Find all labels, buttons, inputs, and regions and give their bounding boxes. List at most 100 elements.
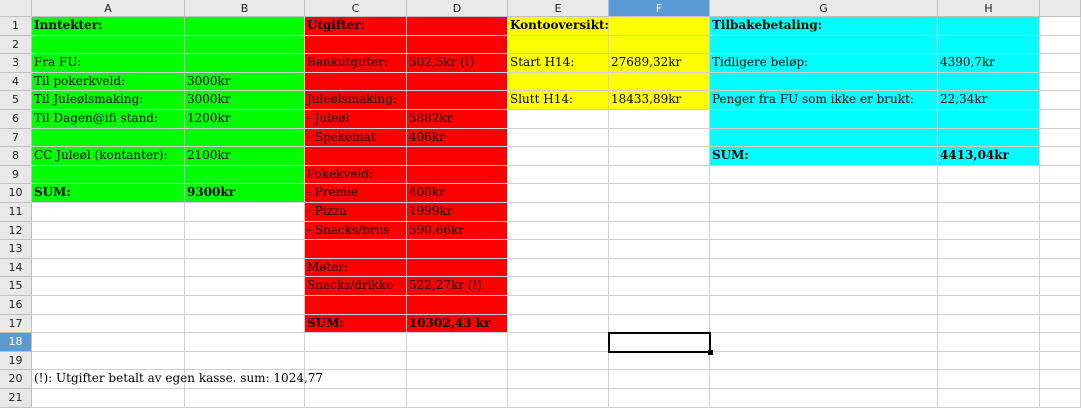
row-header-16[interactable]: 16 xyxy=(0,296,32,315)
cell-g8[interactable]: SUM: xyxy=(710,147,938,166)
cell-stub-1[interactable] xyxy=(1040,17,1081,36)
cell-c21[interactable] xyxy=(305,389,407,408)
cell-a17[interactable] xyxy=(32,314,185,334)
cell-b12[interactable] xyxy=(185,221,305,241)
cell-stub-14[interactable] xyxy=(1040,258,1081,278)
cell-g18[interactable] xyxy=(710,333,938,352)
cell-e6[interactable] xyxy=(508,110,609,129)
cell-b16[interactable] xyxy=(185,296,305,315)
cell-b4[interactable]: 3000kr xyxy=(185,72,305,92)
cell-b13[interactable] xyxy=(185,240,305,259)
cell-a20[interactable]: (!): Utgifter betalt av egen kasse. sum:… xyxy=(32,370,323,389)
column-header-f[interactable]: F xyxy=(609,0,710,17)
cell-a9[interactable] xyxy=(32,165,185,185)
cell-a15[interactable] xyxy=(32,277,185,296)
cell-g2[interactable] xyxy=(710,35,938,55)
row-header-19[interactable]: 19 xyxy=(0,351,32,371)
column-header-h[interactable]: H xyxy=(938,0,1040,17)
cell-c9[interactable]: Pokekveld: xyxy=(305,165,407,185)
cell-d6[interactable]: 5882kr xyxy=(407,110,508,129)
cell-stub-10[interactable] xyxy=(1040,184,1081,203)
row-header-13[interactable]: 13 xyxy=(0,240,32,259)
column-header-b[interactable]: B xyxy=(185,0,305,17)
cell-d11[interactable]: 1999kr xyxy=(407,203,508,222)
cell-h4[interactable] xyxy=(938,72,1040,92)
cell-g5[interactable]: Penger fra FU som ikke er brukt: xyxy=(710,91,938,110)
cell-f13[interactable] xyxy=(609,240,710,259)
cell-f5[interactable]: 18433,89kr xyxy=(609,91,710,110)
cell-c20[interactable] xyxy=(305,370,407,389)
fill-handle[interactable] xyxy=(708,349,713,355)
cell-e12[interactable] xyxy=(508,221,609,241)
cell-e17[interactable] xyxy=(508,314,609,334)
cell-b19[interactable] xyxy=(185,351,305,371)
cell-a3[interactable]: Fra FU: xyxy=(32,54,185,73)
cell-e5[interactable]: Slutt H14: xyxy=(508,91,609,110)
cell-d7[interactable]: 406kr xyxy=(407,128,508,148)
cell-f12[interactable] xyxy=(609,221,710,241)
cell-c17[interactable]: SUM: xyxy=(305,314,407,334)
cell-a5[interactable]: Til Juleølsmaking: xyxy=(32,91,185,110)
cell-f9[interactable] xyxy=(609,165,710,185)
cell-e1[interactable]: Kontooversikt: xyxy=(508,17,609,36)
cell-d12[interactable]: 590,66kr xyxy=(407,221,508,241)
cell-stub-15[interactable] xyxy=(1040,277,1081,296)
cell-g9[interactable] xyxy=(710,165,938,185)
row-header-18[interactable]: 18 xyxy=(0,333,32,352)
cell-h5[interactable]: 22,34kr xyxy=(938,91,1040,110)
cell-a14[interactable] xyxy=(32,258,185,278)
row-header-2[interactable]: 2 xyxy=(0,35,32,55)
cell-f11[interactable] xyxy=(609,203,710,222)
cell-d10[interactable]: 400kr xyxy=(407,184,508,203)
cell-a12[interactable] xyxy=(32,221,185,241)
row-header-21[interactable]: 21 xyxy=(0,389,32,408)
cell-c3[interactable]: Bankutgifter: xyxy=(305,54,407,73)
cell-g20[interactable] xyxy=(710,370,938,389)
cell-g16[interactable] xyxy=(710,296,938,315)
cell-d13[interactable] xyxy=(407,240,508,259)
cell-h15[interactable] xyxy=(938,277,1040,296)
cell-a8[interactable]: CC Juleøl (kontanter): xyxy=(32,147,185,166)
cell-d15[interactable]: 522,27kr (!) xyxy=(407,277,508,296)
cell-b9[interactable] xyxy=(185,165,305,185)
cell-a1[interactable]: Inntekter: xyxy=(32,17,185,36)
row-header-4[interactable]: 4 xyxy=(0,72,32,92)
cell-f20[interactable] xyxy=(609,370,710,389)
cell-a16[interactable] xyxy=(32,296,185,315)
row-header-3[interactable]: 3 xyxy=(0,54,32,73)
cell-b18[interactable] xyxy=(185,333,305,352)
cell-h17[interactable] xyxy=(938,314,1040,334)
cell-c13[interactable] xyxy=(305,240,407,259)
cell-a13[interactable] xyxy=(32,240,185,259)
cell-c14[interactable]: Møter: xyxy=(305,258,407,278)
cell-c4[interactable] xyxy=(305,72,407,92)
cell-h10[interactable] xyxy=(938,184,1040,203)
cell-stub-13[interactable] xyxy=(1040,240,1081,259)
cell-a18[interactable] xyxy=(32,333,185,352)
cell-h20[interactable] xyxy=(938,370,1040,389)
cell-d4[interactable] xyxy=(407,72,508,92)
cell-stub-11[interactable] xyxy=(1040,203,1081,222)
row-header-5[interactable]: 5 xyxy=(0,91,32,110)
cell-d21[interactable] xyxy=(407,389,508,408)
cell-f4[interactable] xyxy=(609,72,710,92)
cell-b10[interactable]: 9300kr xyxy=(185,184,305,203)
cell-e3[interactable]: Start H14: xyxy=(508,54,609,73)
cell-d14[interactable] xyxy=(407,258,508,278)
cell-a2[interactable] xyxy=(32,35,185,55)
cell-g11[interactable] xyxy=(710,203,938,222)
cell-c1[interactable]: Utgifter: xyxy=(305,17,407,36)
cell-stub-6[interactable] xyxy=(1040,110,1081,129)
row-header-14[interactable]: 14 xyxy=(0,258,32,278)
cell-h16[interactable] xyxy=(938,296,1040,315)
row-header-12[interactable]: 12 xyxy=(0,221,32,241)
cell-b3[interactable] xyxy=(185,54,305,73)
cell-e18[interactable] xyxy=(508,333,609,352)
cell-h8[interactable]: 4413,04kr xyxy=(938,147,1040,166)
cell-g10[interactable] xyxy=(710,184,938,203)
cell-h3[interactable]: 4390,7kr xyxy=(938,54,1040,73)
cell-stub-9[interactable] xyxy=(1040,165,1081,185)
cell-e13[interactable] xyxy=(508,240,609,259)
cell-stub-16[interactable] xyxy=(1040,296,1081,315)
